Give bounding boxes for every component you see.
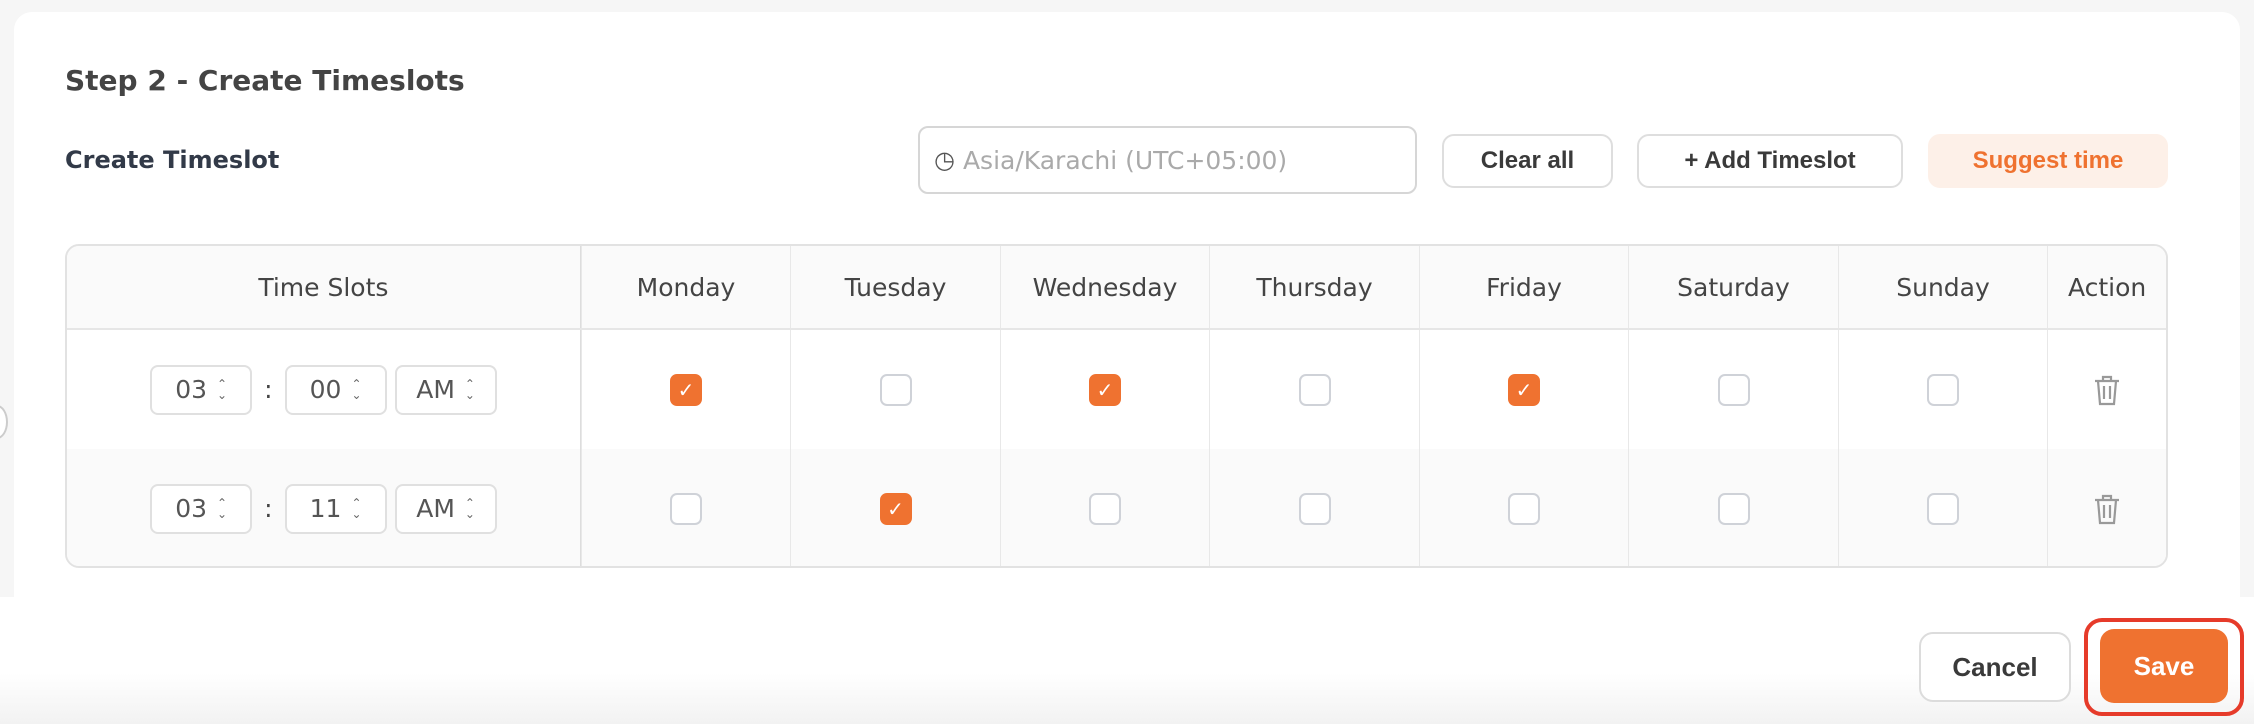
action-cell [2047,449,2166,566]
hour-spinner[interactable]: 03 ⌃ ⌄ [150,364,253,415]
period-spinner[interactable]: AM ⌃ ⌄ [394,364,497,415]
day-cell [1628,449,1838,566]
day-cell [1418,449,1629,566]
minute-spinner[interactable]: 11 ⌃ ⌄ [284,483,387,534]
highlight-outline [2084,618,2244,716]
trash-icon[interactable] [2092,492,2122,526]
day-cell: ✓ [1418,330,1629,449]
footer-bar [0,597,2254,724]
globe-clock-icon: ◷ [934,146,955,174]
column-header: Tuesday [790,246,1000,328]
cancel-button[interactable]: Cancel [1919,632,2071,702]
clear-all-button[interactable]: Clear all [1442,134,1613,188]
hour-spinner[interactable]: 03 ⌃ ⌄ [150,483,253,534]
check-icon: ✓ [677,377,695,402]
check-icon: ✓ [1515,377,1533,402]
day-checkbox-wednesday[interactable]: ✓ [1089,373,1122,406]
up-down-arrows-icon[interactable]: ⌃ ⌄ [464,495,475,521]
column-header: Time Slots [67,246,581,328]
timeslot-table: Time Slots Monday Tuesday Wednesday Thursday… [65,244,2168,568]
colon-separator: : [264,494,273,523]
day-checkbox-tuesday[interactable] [879,373,912,406]
day-checkbox-thursday[interactable] [1298,373,1331,406]
column-header: Monday [580,246,791,328]
table-header: Time Slots Monday Tuesday Wednesday Thursday… [67,246,2166,330]
day-checkbox-sunday[interactable] [1927,492,1960,525]
day-cell [999,449,1210,566]
minute-spinner[interactable]: 00 ⌃ ⌄ [284,364,387,415]
day-checkbox-wednesday[interactable] [1089,492,1122,525]
minute-value: 00 [309,375,342,404]
day-cell: ✓ [999,330,1210,449]
day-cell: ✓ [790,449,1000,566]
time-slot-cell: 03 ⌃ ⌄: 11 ⌃ ⌄ AM ⌃ ⌄ [67,449,581,566]
add-timeslot-button[interactable]: + Add Timeslot [1637,134,1903,188]
time-slot-cell: 03 ⌃ ⌄: 00 ⌃ ⌄ AM ⌃ ⌄ [67,330,581,449]
up-down-arrows-icon[interactable]: ⌃ ⌄ [464,376,475,402]
period-value: AM [416,494,455,523]
day-checkbox-sunday[interactable] [1927,373,1960,406]
column-header: Action [2047,246,2166,328]
section-title: Create Timeslot [65,146,280,174]
day-checkbox-tuesday[interactable]: ✓ [879,492,912,525]
column-header: Wednesday [999,246,1210,328]
period-spinner[interactable]: AM ⌃ ⌄ [394,483,497,534]
column-header: Friday [1418,246,1629,328]
day-cell: ✓ [580,330,791,449]
column-header: Thursday [1209,246,1419,328]
day-cell [790,330,1000,449]
trash-icon[interactable] [2092,373,2122,407]
timezone-placeholder: Asia/Karachi (UTC+05:00) [962,145,1288,175]
day-checkbox-monday[interactable]: ✓ [670,373,703,406]
table-row: 03 ⌃ ⌄: 11 ⌃ ⌄ AM ⌃ ⌄ ✓ [67,449,2166,566]
day-checkbox-friday[interactable] [1508,492,1541,525]
hour-value: 03 [175,494,208,523]
save-button[interactable]: Save [2100,629,2228,703]
day-checkbox-monday[interactable] [670,492,703,525]
minute-value: 11 [309,494,342,523]
day-checkbox-thursday[interactable] [1298,492,1331,525]
day-cell [580,449,791,566]
check-icon: ✓ [887,496,904,521]
day-cell [1209,330,1419,449]
day-checkbox-saturday[interactable] [1717,492,1750,525]
day-cell [1837,330,2048,449]
suggest-time-button[interactable]: Suggest time [1928,134,2168,188]
table-row: 03 ⌃ ⌄: 00 ⌃ ⌄ AM ⌃ ⌄ ✓ ✓ ✓ [67,330,2166,449]
check-icon: ✓ [1096,377,1114,402]
day-cell [1837,449,2048,566]
up-down-arrows-icon[interactable]: ⌃ ⌄ [351,495,362,521]
column-header: Sunday [1837,246,2048,328]
up-down-arrows-icon[interactable]: ⌃ ⌄ [217,376,228,402]
timezone-input[interactable]: ◷ Asia/Karachi (UTC+05:00) [918,126,1417,194]
colon-separator: : [264,375,273,404]
period-value: AM [416,375,455,404]
day-checkbox-friday[interactable]: ✓ [1508,373,1541,406]
day-cell [1209,449,1419,566]
day-checkbox-saturday[interactable] [1717,373,1750,406]
action-cell [2047,330,2166,449]
hour-value: 03 [175,375,208,404]
page-title: Step 2 - Create Timeslots [65,64,465,97]
up-down-arrows-icon[interactable]: ⌃ ⌄ [217,495,228,521]
column-header: Saturday [1628,246,1838,328]
up-down-arrows-icon[interactable]: ⌃ ⌄ [351,376,362,402]
scroll-handle[interactable] [0,405,8,439]
day-cell [1628,330,1838,449]
